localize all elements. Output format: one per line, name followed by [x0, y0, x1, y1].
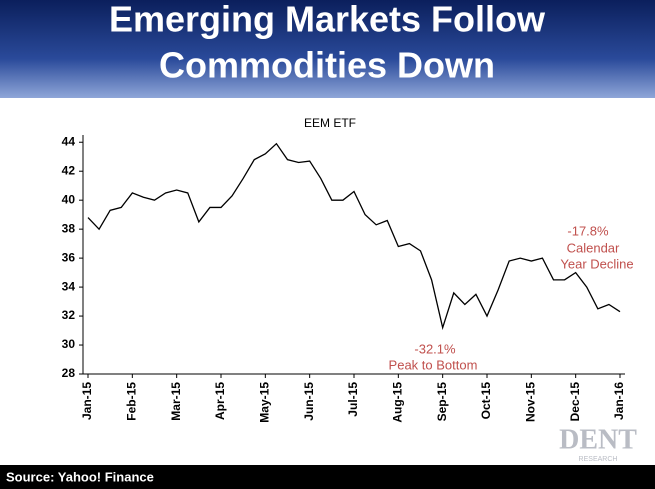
slide-title: Commodities Down [159, 45, 495, 86]
y-tick-label: 38 [62, 221, 76, 235]
annotation: Peak to Bottom [389, 357, 478, 372]
x-tick-label: Jan-15 [80, 382, 94, 420]
price-line [87, 142, 621, 331]
logo-sub: RESEARCH [579, 456, 618, 463]
annotation: Calendar [567, 240, 620, 255]
y-tick-label: 40 [62, 192, 76, 206]
chart-title: EEM ETF [304, 116, 356, 130]
source: Source: Yahoo! Finance [6, 469, 154, 484]
x-tick-label: Jun-15 [302, 382, 316, 421]
x-tick-label: Feb-15 [125, 382, 139, 421]
y-tick-label: 42 [62, 163, 76, 177]
annotation: -17.8% [567, 223, 609, 238]
y-tick-label: 36 [62, 250, 76, 264]
x-tick-label: Sep-15 [435, 382, 449, 422]
x-tick-label: Mar-15 [169, 382, 183, 421]
y-tick-label: 28 [62, 366, 76, 380]
y-tick-label: 44 [62, 134, 76, 148]
x-tick-label: Oct-15 [479, 382, 493, 420]
x-tick-label: Jul-15 [346, 382, 360, 417]
annotation: -32.1% [414, 341, 456, 356]
y-tick-label: 34 [62, 279, 76, 293]
slide-title: Emerging Markets Follow [109, 0, 546, 40]
logo: DENT [559, 424, 637, 455]
y-tick-label: 30 [62, 337, 76, 351]
header [0, 0, 655, 98]
footer [0, 465, 655, 489]
x-tick-label: Jan-16 [612, 382, 626, 420]
x-tick-label: Apr-15 [213, 382, 227, 420]
annotation: Year Decline [560, 256, 633, 271]
x-tick-label: Aug-15 [391, 382, 405, 423]
x-tick-label: Nov-15 [524, 382, 538, 422]
x-tick-label: Dec-15 [568, 382, 582, 422]
x-tick-label: May-15 [258, 382, 272, 423]
y-tick-label: 32 [62, 308, 76, 322]
